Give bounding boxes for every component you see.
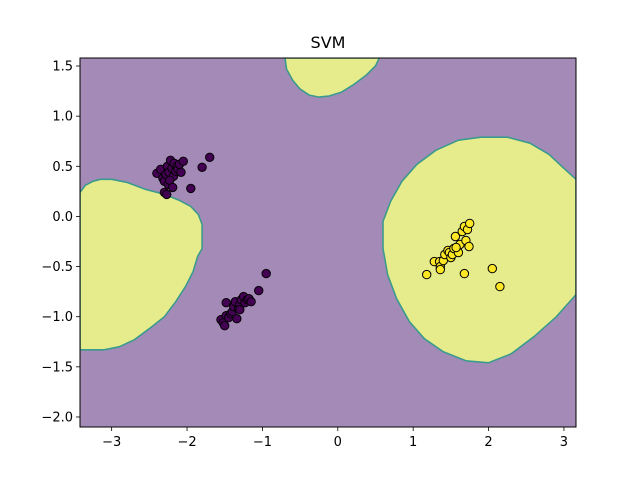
point-class-0 [220,321,230,331]
point-class-1 [435,264,445,275]
point-class-1 [422,269,432,280]
point-class-1 [450,231,461,242]
x-tick-label: −3 [102,435,121,450]
x-tick-label: 2 [484,435,492,450]
y-tick-label: 0.0 [52,210,73,225]
point-class-0 [162,189,172,200]
chart-title: SVM [311,33,346,52]
point-class-0 [178,156,189,167]
point-class-1 [487,263,497,274]
point-class-0 [205,152,215,163]
point-class-0 [235,305,245,315]
x-tick-label: 3 [560,435,568,450]
x-tick-label: 0 [334,435,342,450]
point-class-0 [232,314,242,324]
plot-area [80,58,576,427]
x-tick-label: 1 [409,435,417,450]
y-tick-label: 1.0 [52,110,73,125]
y-tick-label: 1.5 [52,60,73,75]
y-tick-label: −1.0 [41,310,73,325]
point-class-0 [246,297,256,307]
point-class-1 [464,241,474,252]
point-class-0 [176,167,186,178]
point-class-1 [451,242,461,253]
y-tick-label: −0.5 [41,260,73,275]
x-axis: −3 −2 −1 0 1 2 3 [102,427,568,450]
plot-frame [79,57,577,428]
x-tick-label: −1 [253,435,272,450]
point-class-0 [186,183,196,194]
x-tick-label: −2 [177,435,196,450]
decision-region-2 [284,58,381,98]
point-class-0 [168,182,178,193]
decision-region-3 [382,136,576,364]
point-class-0 [254,285,264,296]
point-class-0 [221,298,231,308]
y-tick-label: −2.0 [41,410,73,425]
point-class-1 [495,281,505,292]
point-class-1 [459,268,470,279]
decision-region-1 [80,178,203,351]
point-class-0 [261,268,271,279]
point-class-1 [465,218,475,229]
decision-regions [80,58,576,364]
y-axis: −2.0 −1.5 −1.0 −0.5 0.0 0.5 1.0 1.5 [41,60,80,425]
scatter-points [152,152,505,331]
y-tick-label: 0.5 [52,160,73,175]
point-class-0 [197,162,207,173]
y-tick-label: −1.5 [41,360,73,375]
